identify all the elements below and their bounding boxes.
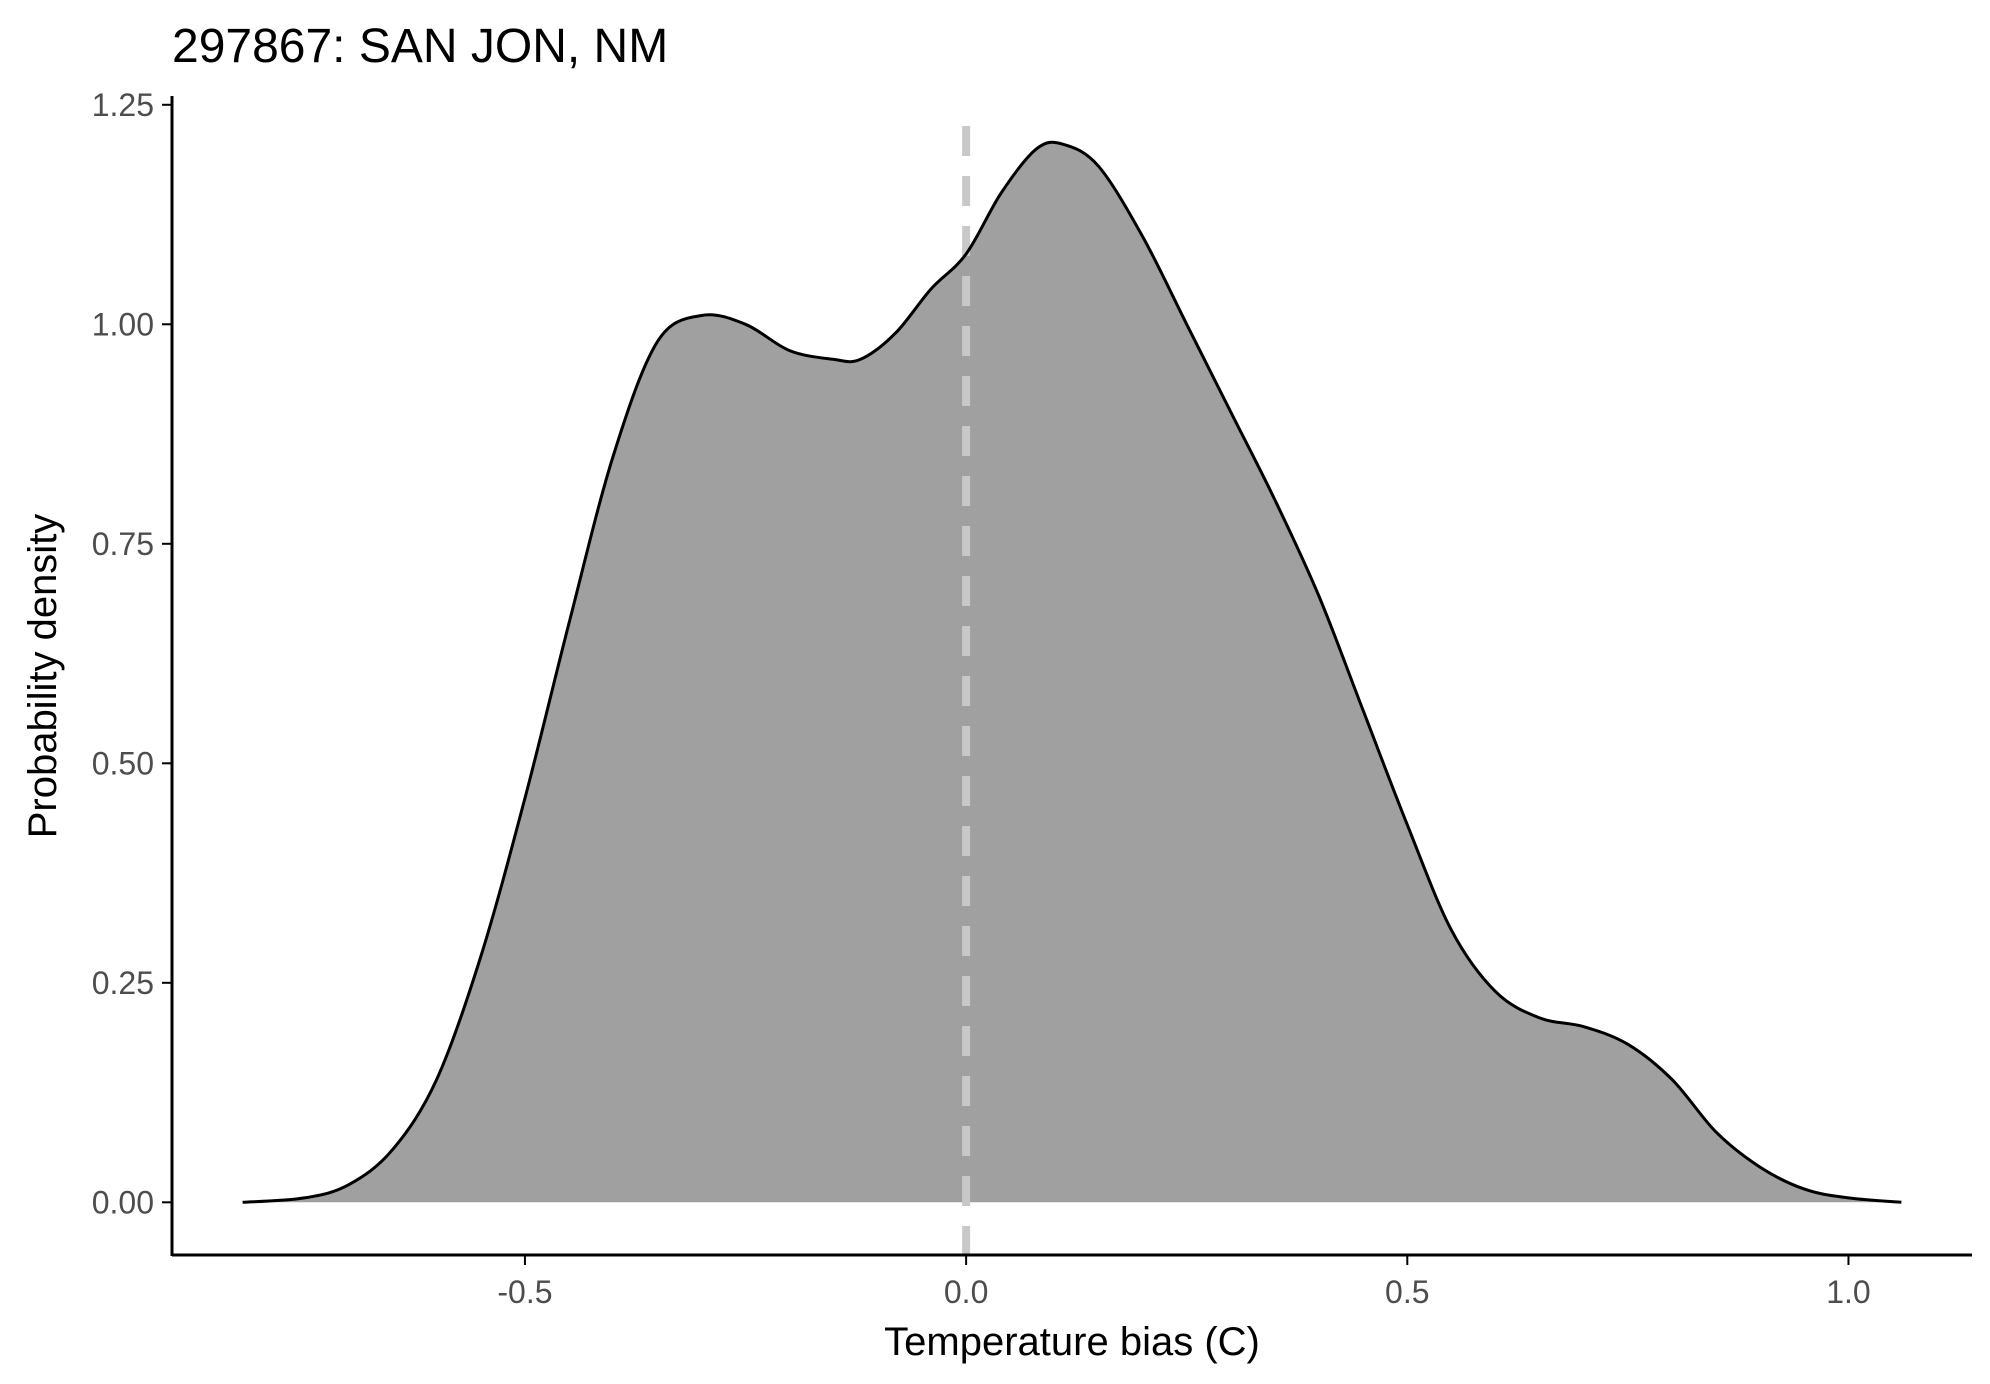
- y-tick-label: 1.00: [92, 306, 154, 342]
- y-tick-label: 0.50: [92, 745, 154, 781]
- y-axis-ticks: 0.00 0.25 0.50 0.75 1.00 1.25: [92, 87, 172, 1220]
- y-axis-label: Probability density: [21, 514, 65, 839]
- y-tick-label: 0.00: [92, 1184, 154, 1220]
- y-tick-label: 0.75: [92, 526, 154, 562]
- x-tick-label: 0.5: [1385, 1274, 1429, 1310]
- y-tick-label: 1.25: [92, 87, 154, 123]
- x-axis-label: Temperature bias (C): [884, 1320, 1260, 1364]
- density-area: [242, 142, 1902, 1203]
- x-tick-label: 0.0: [944, 1274, 988, 1310]
- chart-title: 297867: SAN JON, NM: [172, 20, 668, 73]
- y-tick-label: 0.25: [92, 965, 154, 1001]
- x-axis-ticks: -0.5 0.0 0.5 1.0: [497, 1255, 1871, 1310]
- x-tick-label: 1.0: [1826, 1274, 1870, 1310]
- x-tick-label: -0.5: [497, 1274, 552, 1310]
- plot-panel: [242, 126, 1902, 1255]
- density-line: [242, 140, 1902, 1204]
